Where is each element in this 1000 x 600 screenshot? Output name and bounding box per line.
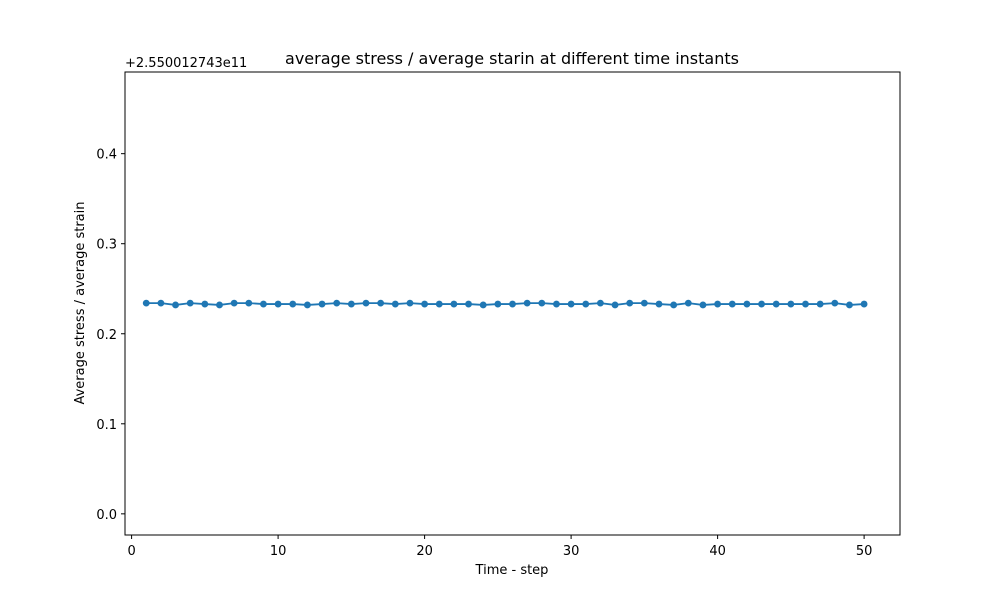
- y-axis-label: Average stress / average strain: [73, 201, 88, 404]
- data-point: [362, 299, 370, 307]
- data-point: [860, 300, 868, 308]
- data-point: [333, 299, 341, 307]
- y-axis: 0.0 0.1 0.2 0.3 0.4: [96, 148, 125, 523]
- data-point: [611, 301, 619, 309]
- data-point: [347, 300, 355, 308]
- data-point: [626, 299, 634, 307]
- data-point: [421, 300, 428, 308]
- x-tick-label: 20: [416, 544, 433, 559]
- series-layer: [142, 299, 868, 309]
- x-axis-label: Time - step: [475, 563, 549, 578]
- data-point: [582, 300, 590, 308]
- data-point: [142, 299, 150, 307]
- y-tick-label: 0.0: [96, 508, 117, 523]
- data-point: [743, 300, 751, 308]
- chart-title: average stress / average starin at diffe…: [285, 49, 739, 68]
- data-point: [377, 299, 385, 307]
- data-point: [450, 300, 458, 308]
- x-tick-label: 30: [563, 544, 580, 559]
- data-point: [494, 300, 502, 308]
- data-point: [553, 300, 560, 308]
- data-point: [260, 300, 267, 308]
- y-tick-label: 0.4: [96, 148, 117, 163]
- data-point: [157, 299, 165, 307]
- data-point: [758, 300, 765, 308]
- data-point: [230, 299, 238, 307]
- data-point: [684, 299, 692, 307]
- data-point: [714, 300, 722, 308]
- data-point: [787, 300, 795, 308]
- data-point: [303, 301, 311, 309]
- data-point: [538, 299, 546, 307]
- x-tick-label: 10: [270, 544, 287, 559]
- x-tick-label: 40: [709, 544, 726, 559]
- data-point: [772, 300, 780, 308]
- x-tick-label: 50: [856, 544, 873, 559]
- data-point: [670, 301, 678, 309]
- data-point: [435, 300, 443, 308]
- data-point: [289, 300, 297, 308]
- data-point: [567, 300, 575, 308]
- data-point: [523, 299, 531, 307]
- data-point: [465, 300, 472, 308]
- data-point: [318, 300, 326, 308]
- data-point: [201, 300, 209, 308]
- data-point: [597, 299, 604, 307]
- y-offset-label: +2.550012743e11: [125, 56, 247, 71]
- data-point: [274, 300, 282, 308]
- y-tick-label: 0.2: [96, 328, 117, 343]
- data-point: [186, 299, 194, 307]
- data-point: [479, 301, 487, 309]
- plot-frame: [124, 71, 901, 536]
- data-point: [406, 299, 414, 307]
- y-tick-label: 0.1: [96, 418, 117, 433]
- data-point: [216, 301, 223, 309]
- data-point: [391, 300, 399, 308]
- data-point: [728, 300, 736, 308]
- data-point: [699, 301, 707, 309]
- x-axis: 0 10 20 30 40 50: [127, 535, 872, 559]
- data-point: [509, 300, 516, 308]
- data-point: [640, 299, 648, 307]
- data-point: [846, 301, 853, 309]
- data-point: [245, 299, 253, 307]
- data-point: [816, 300, 824, 308]
- data-point: [831, 299, 839, 307]
- data-point: [802, 300, 809, 308]
- data-point: [655, 300, 663, 308]
- x-tick-label: 0: [127, 544, 135, 559]
- y-tick-label: 0.3: [96, 238, 117, 253]
- data-point: [172, 301, 179, 309]
